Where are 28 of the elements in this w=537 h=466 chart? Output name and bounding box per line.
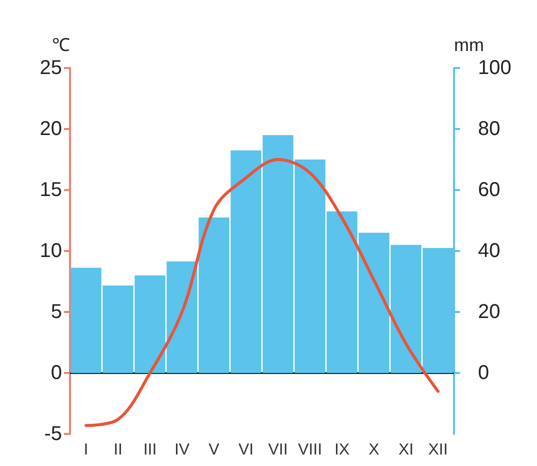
y2-tick-label: 80 [478,118,500,140]
y2-tick-label: 100 [478,57,512,79]
y-tick-label: 20 [40,118,62,140]
y2-tick-label: 40 [478,240,500,262]
x-tick-label: III [143,442,157,458]
x-tick-label: VI [238,442,254,458]
x-tick-label: XII [428,442,448,458]
x-tick-label: VIII [298,442,322,458]
y2-tick-label: 20 [478,301,500,323]
x-tick-label: XI [398,442,414,458]
x-tick-label: VII [268,442,288,458]
y-tick-label: 25 [40,57,62,79]
y-tick-label: -5 [44,423,62,445]
x-tick-label: X [368,442,380,458]
y-tick-label: 5 [50,301,62,323]
x-tick-label: IV [174,442,190,458]
y-tick-label: 10 [40,240,62,262]
x-tick-label: I [84,442,88,458]
x-tick-label: IX [334,442,350,458]
line-series [84,158,440,427]
y-tick-label: 0 [50,362,62,384]
y-tick-label: 15 [40,179,62,201]
y2-axis-title: mm [454,35,484,55]
x-tick-label: V [208,442,220,458]
y2-tick-label: 0 [478,362,490,384]
x-tick-label: II [114,442,122,458]
y2-tick-label: 60 [478,179,500,201]
y-axis-title: ℃ [52,35,70,55]
